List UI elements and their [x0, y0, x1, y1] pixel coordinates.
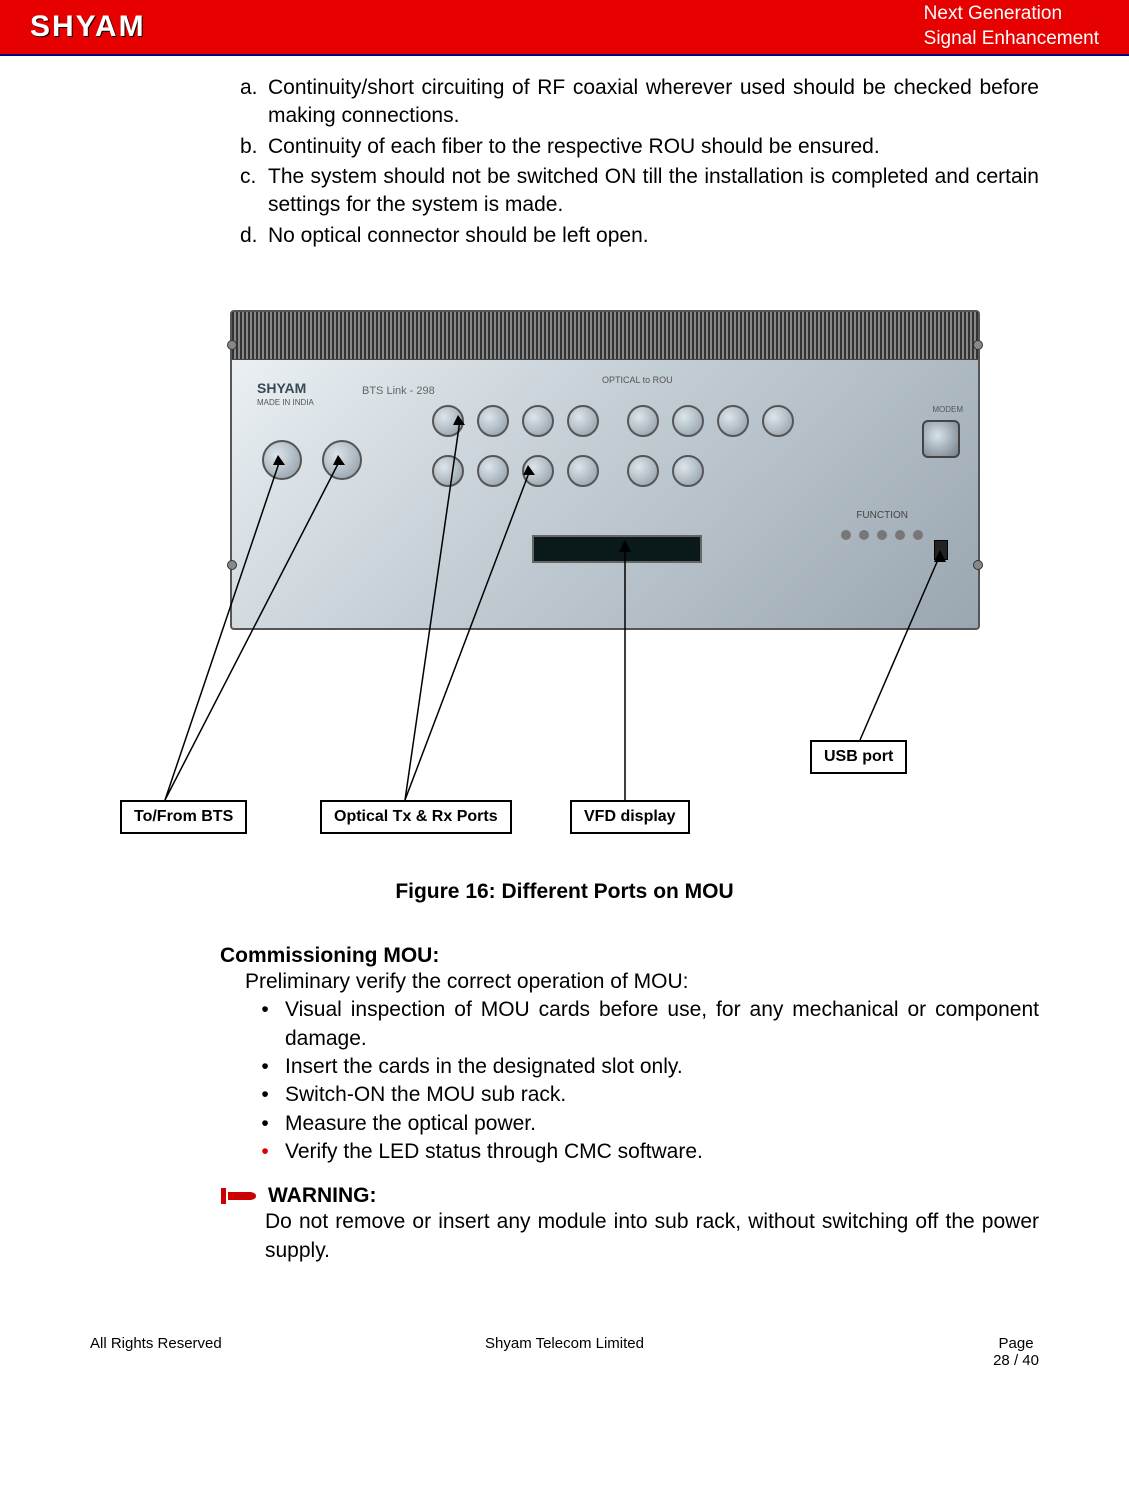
device-brand: SHYAM	[257, 380, 306, 396]
footer-left: All Rights Reserved	[90, 1335, 403, 1369]
marker-c: c.	[240, 163, 268, 220]
bullet-2: Insert the cards in the designated slot …	[285, 1053, 683, 1081]
page-label: Page	[993, 1335, 1039, 1352]
bullet-4: Measure the optical power.	[285, 1110, 536, 1138]
bullet-3: Switch-ON the MOU sub rack.	[285, 1081, 566, 1109]
device-mou: SHYAM MADE IN INDIA BTS Link - 298 OPTIC…	[230, 310, 980, 630]
footer: All Rights Reserved Shyam Telecom Limite…	[0, 1335, 1129, 1389]
precheck-a: Continuity/short circuiting of RF coaxia…	[268, 74, 1039, 131]
device-vent	[232, 312, 978, 360]
optical-port	[432, 405, 464, 437]
modem-port	[922, 420, 960, 458]
optical-port	[567, 405, 599, 437]
marker-a: a.	[240, 74, 268, 131]
callout-optical: Optical Tx & Rx Ports	[320, 800, 512, 834]
warning-text: Do not remove or insert any module into …	[265, 1208, 1039, 1265]
precheck-c: The system should not be switched ON til…	[268, 163, 1039, 220]
optical-port	[627, 455, 659, 487]
optical-port	[477, 455, 509, 487]
commissioning-heading: Commissioning MOU:	[220, 944, 1039, 968]
optical-port	[522, 405, 554, 437]
optical-port	[522, 455, 554, 487]
callout-bts: To/From BTS	[120, 800, 247, 834]
bullet-1: Visual inspection of MOU cards before us…	[285, 996, 1039, 1053]
bts-port-2	[322, 440, 362, 480]
commissioning-bullets: •Visual inspection of MOU cards before u…	[245, 996, 1039, 1166]
warning-label: WARNING:	[268, 1184, 377, 1208]
warning-row: WARNING:	[220, 1184, 1039, 1208]
footer-right: Page 28 / 40	[726, 1335, 1039, 1369]
tagline-1: Next Generation	[924, 2, 1099, 27]
usb-port	[934, 540, 948, 560]
figure-area: SHYAM MADE IN INDIA BTS Link - 298 OPTIC…	[90, 290, 1039, 870]
device-btslink: BTS Link - 298	[362, 385, 435, 397]
pointing-hand-icon	[220, 1184, 260, 1208]
precheck-b: Continuity of each fiber to the respecti…	[268, 133, 880, 161]
optical-port	[717, 405, 749, 437]
callout-usb: USB port	[810, 740, 907, 774]
optical-port	[762, 405, 794, 437]
optical-port	[432, 455, 464, 487]
callout-vfd: VFD display	[570, 800, 690, 834]
precheck-list: a. Continuity/short circuiting of RF coa…	[240, 74, 1039, 250]
optical-port	[477, 405, 509, 437]
logo: SHYAM	[30, 10, 146, 44]
commissioning-intro: Preliminary verify the correct operation…	[245, 968, 1039, 996]
tagline-2: Signal Enhancement	[924, 27, 1099, 52]
figure-caption: Figure 16: Different Ports on MOU	[90, 880, 1039, 904]
optical-port	[567, 455, 599, 487]
precheck-d: No optical connector should be left open…	[268, 222, 649, 250]
device-optical-label: OPTICAL to ROU	[602, 375, 673, 385]
footer-center: Shyam Telecom Limited	[403, 1335, 726, 1369]
device-made: MADE IN INDIA	[257, 398, 314, 407]
optical-port	[672, 455, 704, 487]
vfd-display	[532, 535, 702, 563]
screw	[227, 560, 237, 570]
bullet-5: Verify the LED status through CMC softwa…	[285, 1138, 703, 1166]
marker-b: b.	[240, 133, 268, 161]
screw	[227, 340, 237, 350]
device-modem-label: MODEM	[932, 405, 963, 414]
bts-port-1	[262, 440, 302, 480]
page-number: 28 / 40	[993, 1352, 1039, 1369]
screw	[973, 560, 983, 570]
function-label: FUNCTION	[856, 510, 908, 521]
screw	[973, 340, 983, 350]
optical-port	[672, 405, 704, 437]
header: SHYAM Next Generation Signal Enhancement	[0, 0, 1129, 56]
optical-port	[627, 405, 659, 437]
function-buttons	[841, 530, 923, 540]
header-tagline: Next Generation Signal Enhancement	[924, 2, 1099, 51]
marker-d: d.	[240, 222, 268, 250]
